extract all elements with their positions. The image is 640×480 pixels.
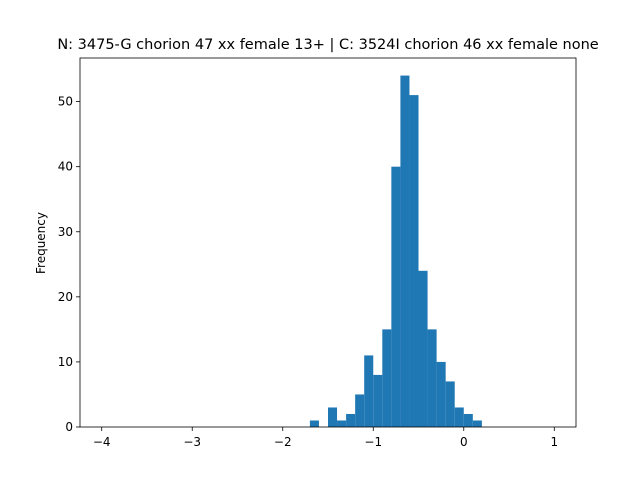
histogram-bar-14 bbox=[445, 381, 455, 427]
histogram-bar-17 bbox=[472, 420, 482, 427]
chart-title: N: 3475-G chorion 47 xx female 13+ | C: … bbox=[57, 37, 598, 53]
histogram-bar-3 bbox=[346, 413, 356, 427]
histogram-bar-16 bbox=[463, 413, 473, 427]
histogram-bars bbox=[309, 75, 482, 427]
histogram-bar-12 bbox=[427, 329, 437, 427]
x-tick-label: 0 bbox=[460, 435, 468, 449]
y-tick-label: 30 bbox=[58, 225, 73, 239]
x-tick-label: −3 bbox=[183, 435, 201, 449]
histogram-bar-15 bbox=[454, 407, 464, 427]
histogram-bar-10 bbox=[409, 95, 419, 427]
y-axis-ticks: 0 10 20 30 40 50 bbox=[58, 95, 80, 434]
y-tick-label: 50 bbox=[58, 95, 73, 109]
histogram-bar-13 bbox=[436, 361, 446, 427]
histogram-bar-9 bbox=[400, 75, 410, 427]
histogram-bar-11 bbox=[418, 270, 428, 427]
histogram-bar-2 bbox=[337, 420, 347, 427]
histogram-bar-5 bbox=[364, 355, 374, 427]
y-tick-label: 20 bbox=[58, 290, 73, 304]
x-tick-label: 1 bbox=[550, 435, 558, 449]
x-tick-label: −1 bbox=[364, 435, 382, 449]
x-tick-label: −2 bbox=[274, 435, 292, 449]
y-tick-label: 0 bbox=[65, 420, 73, 434]
histogram-bar-6 bbox=[373, 374, 383, 427]
y-axis-label: Frequency bbox=[34, 212, 48, 274]
plot-area-frame bbox=[79, 57, 577, 428]
histogram-bar-7 bbox=[382, 329, 392, 427]
histogram-bar-8 bbox=[391, 166, 401, 427]
histogram-bar-0 bbox=[309, 420, 319, 427]
x-tick-label: −4 bbox=[93, 435, 111, 449]
y-tick-label: 10 bbox=[58, 355, 73, 369]
x-axis-ticks: −4 −3 −2 −1 0 1 bbox=[93, 427, 558, 449]
y-tick-label: 40 bbox=[58, 160, 73, 174]
histogram-bar-4 bbox=[355, 394, 365, 427]
histogram-bar-1 bbox=[328, 407, 338, 427]
